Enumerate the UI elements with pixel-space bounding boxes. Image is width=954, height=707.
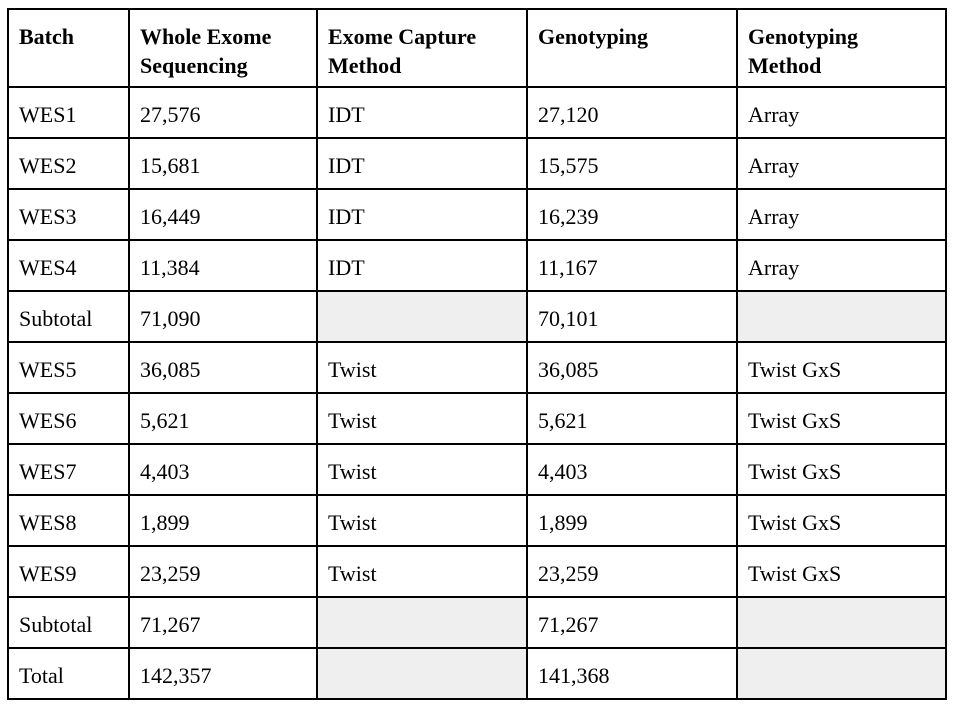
- genotyping-method-cell: Twist GxS: [736, 443, 947, 496]
- batch-cell: WES1: [7, 86, 130, 139]
- batch-table: Batch Whole Exome Sequencing Exome Captu…: [7, 8, 947, 700]
- capture-method-cell: Twist: [316, 392, 528, 445]
- genotyping-count-cell: 70,101: [526, 290, 738, 343]
- capture-method-cell: Twist: [316, 494, 528, 547]
- batch-cell: WES4: [7, 239, 130, 292]
- genotyping-count-cell: 36,085: [526, 341, 738, 394]
- wes-count-cell: 1,899: [128, 494, 318, 547]
- genotyping-method-cell: Array: [736, 188, 947, 241]
- capture-method-cell: IDT: [316, 239, 528, 292]
- genotyping-method-cell: [736, 647, 947, 700]
- column-header-genotyping: Genotyping: [526, 8, 738, 88]
- table-row: WES1 27,576 IDT 27,120 Array: [7, 86, 947, 139]
- genotyping-method-cell: [736, 290, 947, 343]
- wes-count-cell: 4,403: [128, 443, 318, 496]
- batch-cell: Subtotal: [7, 596, 130, 649]
- batch-cell: WES7: [7, 443, 130, 496]
- genotyping-count-cell: 5,621: [526, 392, 738, 445]
- capture-method-cell: [316, 596, 528, 649]
- genotyping-count-cell: 27,120: [526, 86, 738, 139]
- wes-count-cell: 142,357: [128, 647, 318, 700]
- table-row: WES8 1,899 Twist 1,899 Twist GxS: [7, 494, 947, 547]
- genotyping-count-cell: 141,368: [526, 647, 738, 700]
- wes-count-cell: 71,090: [128, 290, 318, 343]
- table-row: WES2 15,681 IDT 15,575 Array: [7, 137, 947, 190]
- table-row: WES4 11,384 IDT 11,167 Array: [7, 239, 947, 292]
- genotyping-method-cell: Twist GxS: [736, 545, 947, 598]
- genotyping-count-cell: 15,575: [526, 137, 738, 190]
- batch-cell: WES3: [7, 188, 130, 241]
- capture-method-cell: [316, 647, 528, 700]
- genotyping-method-cell: Array: [736, 137, 947, 190]
- column-header-batch: Batch: [7, 8, 130, 88]
- batch-cell: WES5: [7, 341, 130, 394]
- subtotal-row: Subtotal 71,090 70,101: [7, 290, 947, 343]
- genotyping-method-cell: Twist GxS: [736, 392, 947, 445]
- wes-count-cell: 15,681: [128, 137, 318, 190]
- table-row: WES6 5,621 Twist 5,621 Twist GxS: [7, 392, 947, 445]
- genotyping-count-cell: 16,239: [526, 188, 738, 241]
- column-header-whole-exome-sequencing: Whole Exome Sequencing: [128, 8, 318, 88]
- wes-count-cell: 71,267: [128, 596, 318, 649]
- capture-method-cell: IDT: [316, 188, 528, 241]
- batch-cell: Subtotal: [7, 290, 130, 343]
- subtotal-row: Subtotal 71,267 71,267: [7, 596, 947, 649]
- wes-count-cell: 5,621: [128, 392, 318, 445]
- table-row: WES5 36,085 Twist 36,085 Twist GxS: [7, 341, 947, 394]
- batch-cell: WES9: [7, 545, 130, 598]
- capture-method-cell: Twist: [316, 443, 528, 496]
- table-row: WES7 4,403 Twist 4,403 Twist GxS: [7, 443, 947, 496]
- genotyping-method-cell: Array: [736, 86, 947, 139]
- table-body: WES1 27,576 IDT 27,120 Array WES2 15,681…: [7, 86, 947, 700]
- wes-count-cell: 27,576: [128, 86, 318, 139]
- batch-cell: WES8: [7, 494, 130, 547]
- genotyping-method-cell: Array: [736, 239, 947, 292]
- wes-count-cell: 23,259: [128, 545, 318, 598]
- column-header-exome-capture-method: Exome Capture Method: [316, 8, 528, 88]
- wes-count-cell: 11,384: [128, 239, 318, 292]
- genotyping-count-cell: 23,259: [526, 545, 738, 598]
- column-header-genotyping-method: Genotyping Method: [736, 8, 947, 88]
- capture-method-cell: Twist: [316, 545, 528, 598]
- capture-method-cell: IDT: [316, 137, 528, 190]
- total-row: Total 142,357 141,368: [7, 647, 947, 700]
- genotyping-count-cell: 11,167: [526, 239, 738, 292]
- genotyping-count-cell: 4,403: [526, 443, 738, 496]
- batch-cell: Total: [7, 647, 130, 700]
- genotyping-method-cell: [736, 596, 947, 649]
- batch-cell: WES6: [7, 392, 130, 445]
- wes-count-cell: 36,085: [128, 341, 318, 394]
- header-row: Batch Whole Exome Sequencing Exome Captu…: [7, 8, 947, 88]
- capture-method-cell: IDT: [316, 86, 528, 139]
- table-row: WES9 23,259 Twist 23,259 Twist GxS: [7, 545, 947, 598]
- genotyping-count-cell: 71,267: [526, 596, 738, 649]
- batch-cell: WES2: [7, 137, 130, 190]
- capture-method-cell: Twist: [316, 341, 528, 394]
- wes-count-cell: 16,449: [128, 188, 318, 241]
- genotyping-method-cell: Twist GxS: [736, 341, 947, 394]
- genotyping-method-cell: Twist GxS: [736, 494, 947, 547]
- genotyping-count-cell: 1,899: [526, 494, 738, 547]
- capture-method-cell: [316, 290, 528, 343]
- table-row: WES3 16,449 IDT 16,239 Array: [7, 188, 947, 241]
